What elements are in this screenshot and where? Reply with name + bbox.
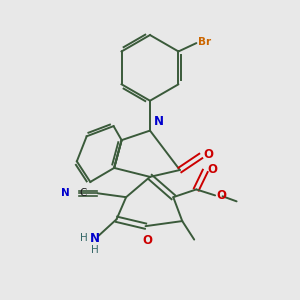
Text: C: C [79,188,86,198]
Text: O: O [217,189,226,202]
Text: O: O [204,148,214,161]
Text: H: H [91,245,99,255]
Text: O: O [142,234,152,247]
Text: N: N [154,115,164,128]
Text: Br: Br [198,37,211,47]
Text: O: O [208,163,218,176]
Text: N: N [61,188,69,198]
Text: N: N [90,232,100,244]
Text: H: H [80,233,88,243]
